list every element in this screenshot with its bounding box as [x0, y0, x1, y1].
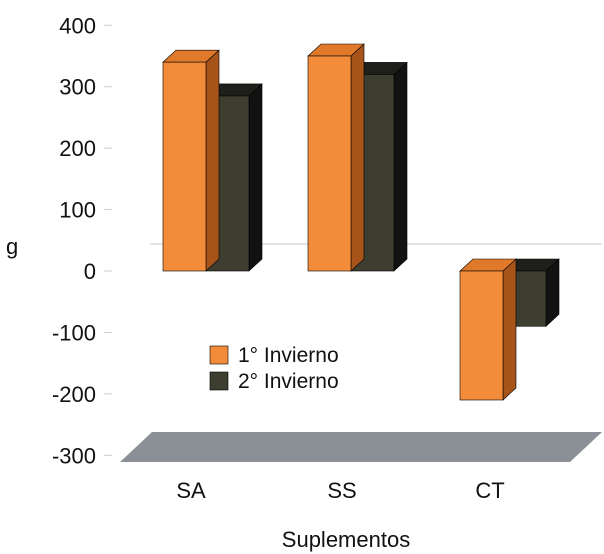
legend: 1° Invierno 2° Invierno	[209, 344, 339, 393]
y-tick-label: -300	[52, 443, 96, 468]
y-tick-label: 300	[59, 75, 96, 100]
bar-ss-series-1	[307, 43, 365, 272]
chart-floor	[120, 432, 602, 462]
bar-side-face	[350, 43, 365, 272]
x-axis-categories: SA SS CT	[176, 478, 504, 503]
bar-side-face	[393, 61, 408, 272]
y-tick-label: -100	[52, 320, 96, 345]
bar-side-face	[248, 83, 263, 272]
x-category-label: SS	[327, 478, 356, 503]
bar-side-face	[205, 49, 220, 272]
y-tick-label: 100	[59, 198, 96, 223]
x-axis-label: Suplementos	[282, 527, 410, 552]
y-tick-label: 0	[84, 259, 96, 284]
bar-sa-series-1	[162, 49, 220, 272]
bar-front-face	[459, 270, 504, 401]
y-tick-label: -200	[52, 382, 96, 407]
y-axis-label: g	[6, 234, 18, 259]
y-tick-label: 400	[59, 13, 96, 38]
bar-front-face	[162, 61, 207, 272]
y-tick-label: 200	[59, 136, 96, 161]
x-category-label: CT	[475, 478, 504, 503]
bar-side-face	[502, 258, 517, 401]
floor-plate	[120, 432, 602, 462]
bar-front-face	[307, 55, 352, 272]
legend-label-series-1: 1° Invierno	[238, 344, 339, 367]
bars	[162, 43, 560, 401]
y-axis-ticks: 400 300 200 100 0 -100 -200 -300	[52, 13, 112, 468]
bar-ct-series-1	[459, 258, 517, 401]
legend-swatch-series-2	[209, 371, 229, 391]
legend-swatch-series-1	[209, 345, 229, 365]
x-category-label: SA	[176, 478, 206, 503]
legend-label-series-2: 2° Invierno	[238, 370, 339, 393]
